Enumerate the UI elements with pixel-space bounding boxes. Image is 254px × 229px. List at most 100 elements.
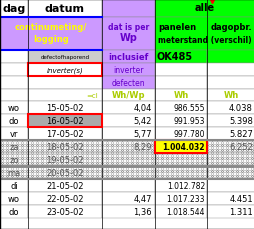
Text: do: do (9, 207, 19, 216)
Text: dag: dag (2, 4, 25, 14)
Bar (154, 140, 206, 153)
Bar (28, 101, 102, 114)
Bar (0, 205, 28, 218)
Bar (102, 128, 154, 140)
Text: 6.252: 6.252 (228, 142, 252, 151)
Bar (102, 77, 154, 90)
Text: vr: vr (10, 129, 18, 138)
Text: 4,47: 4,47 (133, 194, 151, 203)
Text: Wh: Wh (223, 91, 238, 100)
Bar (102, 205, 154, 218)
Bar (206, 64, 254, 77)
Text: 1.012.782: 1.012.782 (166, 181, 204, 190)
Bar (206, 114, 254, 128)
Bar (206, 192, 254, 205)
Text: 5.398: 5.398 (228, 117, 252, 125)
Bar (28, 114, 102, 128)
Text: 4,04: 4,04 (133, 104, 151, 112)
Bar (102, 192, 154, 205)
Bar (154, 179, 206, 192)
Bar (0, 101, 28, 114)
Text: 1.004.032: 1.004.032 (162, 142, 204, 151)
Bar (206, 90, 254, 101)
Text: ma: ma (7, 168, 21, 177)
Text: Wh: Wh (173, 91, 188, 100)
Bar (28, 64, 102, 77)
Bar (102, 64, 154, 77)
Bar (28, 128, 102, 140)
Bar (0, 51, 28, 64)
Text: defectofhaporend: defectofhaporend (40, 55, 89, 60)
Bar (154, 114, 206, 128)
Text: 17-05-02: 17-05-02 (46, 129, 84, 138)
Bar (154, 90, 206, 101)
Bar (102, 0, 154, 18)
Text: defecten: defecten (111, 79, 145, 88)
Text: 4.038: 4.038 (228, 104, 252, 112)
Bar (28, 51, 102, 64)
Text: wo: wo (8, 104, 20, 112)
Text: 21-05-02: 21-05-02 (46, 181, 83, 190)
Text: OK485: OK485 (156, 52, 192, 62)
Bar (154, 18, 254, 51)
Text: dat is per: dat is per (107, 22, 149, 31)
Text: inclusief: inclusief (108, 53, 148, 62)
Text: alle: alle (194, 3, 214, 13)
Text: 1.018.544: 1.018.544 (166, 207, 204, 216)
Bar (0, 153, 254, 166)
Bar (206, 77, 254, 90)
Text: 5,77: 5,77 (133, 129, 151, 138)
Text: Wh/Wp: Wh/Wp (111, 91, 145, 100)
Bar (102, 51, 154, 64)
Text: datum: datum (45, 4, 85, 14)
Text: logging: logging (33, 35, 69, 44)
Bar (28, 205, 102, 218)
Bar (0, 166, 254, 179)
Text: meterstand (verschil): meterstand (verschil) (157, 35, 251, 44)
Bar (0, 64, 28, 77)
Bar (154, 64, 206, 77)
Bar (154, 140, 206, 153)
Text: inverter: inverter (113, 66, 143, 75)
Text: 18-05-02: 18-05-02 (46, 142, 84, 151)
Bar (154, 0, 254, 18)
Text: =cl: =cl (86, 93, 98, 98)
Text: 986.555: 986.555 (173, 104, 204, 112)
Bar (0, 140, 254, 153)
Text: wo: wo (8, 194, 20, 203)
Text: 1.017.233: 1.017.233 (166, 194, 204, 203)
Bar (0, 128, 28, 140)
Text: panelen: panelen (157, 23, 195, 32)
Text: Wp: Wp (119, 33, 137, 43)
Text: 997.780: 997.780 (173, 129, 204, 138)
Bar (0, 114, 28, 128)
Bar (206, 128, 254, 140)
Bar (28, 77, 102, 90)
Text: 5,42: 5,42 (133, 117, 151, 125)
Text: 19-05-02: 19-05-02 (46, 155, 83, 164)
Bar (28, 0, 102, 18)
Text: 16-05-02: 16-05-02 (46, 117, 84, 125)
Bar (102, 18, 154, 51)
Text: 991.953: 991.953 (173, 117, 204, 125)
Bar (0, 77, 28, 90)
Text: 5.827: 5.827 (228, 129, 252, 138)
Text: inverter(s): inverter(s) (46, 67, 83, 74)
Text: 23-05-02: 23-05-02 (46, 207, 84, 216)
Bar (206, 179, 254, 192)
Bar (0, 192, 28, 205)
Bar (0, 90, 28, 101)
Text: zo: zo (9, 155, 19, 164)
Text: 1,36: 1,36 (133, 207, 151, 216)
Bar (154, 101, 206, 114)
Bar (154, 205, 206, 218)
Text: 20-05-02: 20-05-02 (46, 168, 83, 177)
Bar (154, 128, 206, 140)
Text: do: do (9, 117, 19, 125)
Bar (102, 101, 154, 114)
Bar (102, 90, 154, 101)
Bar (0, 0, 28, 18)
Text: dagopbr.: dagopbr. (209, 23, 251, 32)
Bar (154, 77, 206, 90)
Bar (206, 205, 254, 218)
